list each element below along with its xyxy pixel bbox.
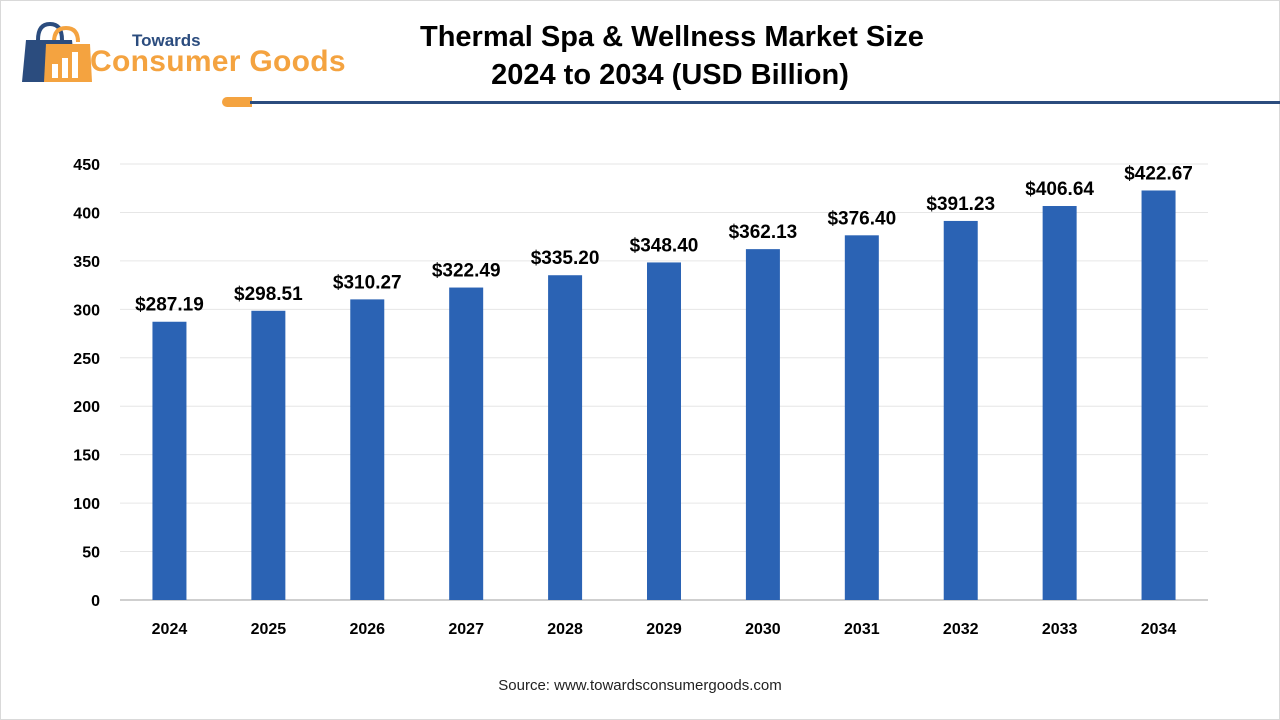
y-tick-label: 450 [73,157,100,174]
x-tick-label: 2024 [152,621,188,638]
y-tick-label: 0 [91,593,100,610]
bar-2025 [251,310,286,600]
source-note: Source: www.towardsconsumergoods.com [498,677,782,694]
y-tick-label: 250 [73,351,100,368]
bar-2033 [1042,206,1077,600]
chart-title: Thermal Spa & Wellness Market Size [420,21,924,53]
chart-title-block: Thermal Spa & Wellness Market Size 2024 … [420,18,924,94]
data-label: $422.67 [1124,163,1193,184]
x-tick-label: 2027 [448,621,484,638]
x-tick-label: 2029 [646,621,682,638]
data-label: $298.51 [234,284,303,305]
bar-2026 [350,299,385,600]
bar-2029 [647,262,681,600]
bar-2028 [548,275,583,600]
bar-2024 [152,321,187,600]
x-tick-label: 2034 [1141,621,1177,638]
bar-2032 [943,220,978,601]
data-label: $406.64 [1025,179,1094,200]
y-tick-label: 100 [73,496,100,513]
bar-2030 [745,249,780,600]
data-label: $310.27 [333,272,402,293]
bar-2034 [1141,190,1176,600]
x-tick-label: 2033 [1042,621,1078,638]
bar-2027 [449,287,484,600]
y-tick-label: 400 [73,205,100,222]
shopping-bag-icon [22,21,92,82]
logo-name: Consumer Goods [90,45,346,78]
data-label: $376.40 [827,208,896,229]
data-label: $348.40 [630,235,699,256]
data-label: $335.20 [531,248,600,269]
y-tick-label: 200 [73,399,100,416]
chart-subtitle: 2024 to 2034 (USD Billion) [491,59,849,91]
data-label: $391.23 [926,194,995,215]
header-divider [250,101,1280,104]
logo-top-word: Towards [132,31,201,50]
x-tick-label: 2031 [844,621,880,638]
bar-2031 [844,235,879,600]
brand-logo: Towards Consumer Goods [20,18,370,88]
data-label: $362.13 [729,222,798,243]
x-tick-label: 2025 [251,621,287,638]
x-tick-label: 2026 [349,621,385,638]
y-tick-label: 50 [82,545,100,562]
y-tick-label: 300 [73,302,100,319]
data-label: $287.19 [135,295,204,316]
x-tick-label: 2032 [943,621,979,638]
x-tick-label: 2030 [745,621,781,638]
y-tick-label: 150 [73,448,100,465]
y-tick-label: 350 [73,254,100,271]
x-tick-label: 2028 [547,621,583,638]
data-label: $322.49 [432,261,501,282]
header-accent-pill [222,97,252,107]
